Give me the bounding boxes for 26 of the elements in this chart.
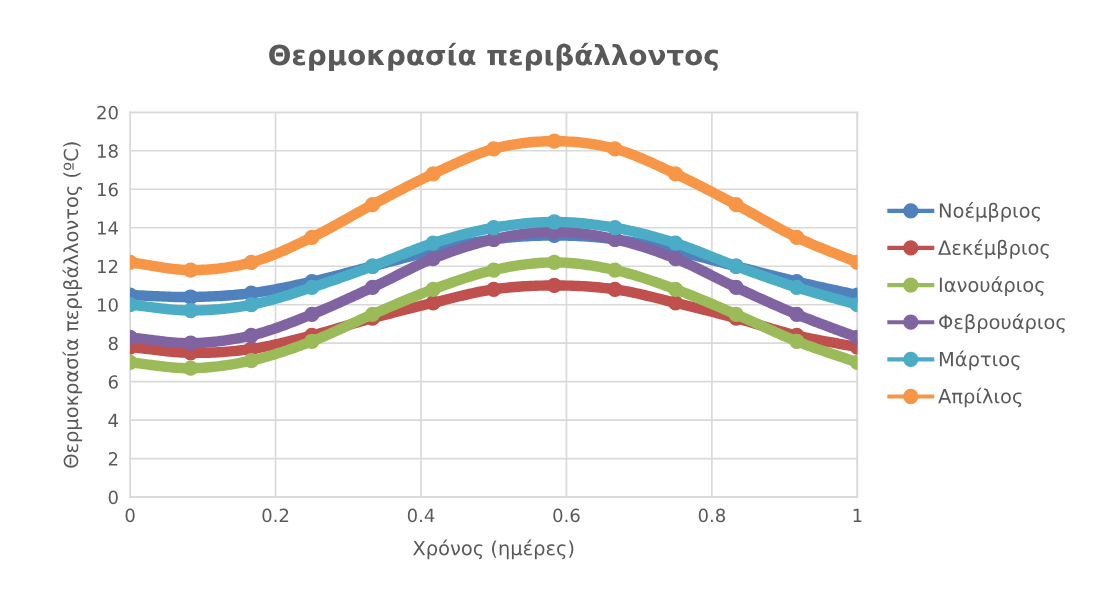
y-tick-label: 8 — [108, 336, 118, 351]
chart-title: Θερμοκρασία περιβάλλοντος — [269, 42, 718, 71]
legend-label: Μάρτιος — [939, 350, 1020, 371]
y-tick-label: 14 — [98, 221, 118, 235]
y-tick-label: 12 — [98, 259, 118, 274]
y-tick-label: 10 — [98, 298, 118, 312]
legend-label: Δεκέμβριος — [938, 239, 1049, 259]
y-tick-label: 2 — [108, 452, 118, 466]
y-tick-label: 4 — [108, 413, 118, 428]
x-tick-label: 0.6 — [553, 508, 580, 523]
y-tick-label: 0 — [108, 490, 118, 505]
x-tick-label: 0.8 — [698, 508, 726, 523]
y-tick-label: 16 — [98, 182, 118, 197]
x-tick-label: 1 — [853, 508, 862, 522]
legend-label: Νοέμβριος — [939, 202, 1041, 222]
legend-label: Φεβρουάριος — [939, 313, 1065, 334]
x-tick-label: 0.2 — [262, 508, 289, 523]
y-tick-label: 18 — [98, 144, 118, 158]
legend-label: Ιανουάριος — [939, 276, 1044, 296]
y-axis-title: Θερμοκρασία περιβάλλοντος (ºC) — [62, 142, 83, 468]
y-tick-label: 6 — [108, 375, 118, 389]
legend-label: Απρίλιος — [938, 387, 1022, 408]
x-tick-label: 0 — [125, 508, 135, 523]
x-tick-label: 0.4 — [407, 508, 435, 523]
y-tick-label: 20 — [97, 105, 118, 120]
x-axis-title: Χρόνος (ημέρες) — [413, 539, 574, 560]
